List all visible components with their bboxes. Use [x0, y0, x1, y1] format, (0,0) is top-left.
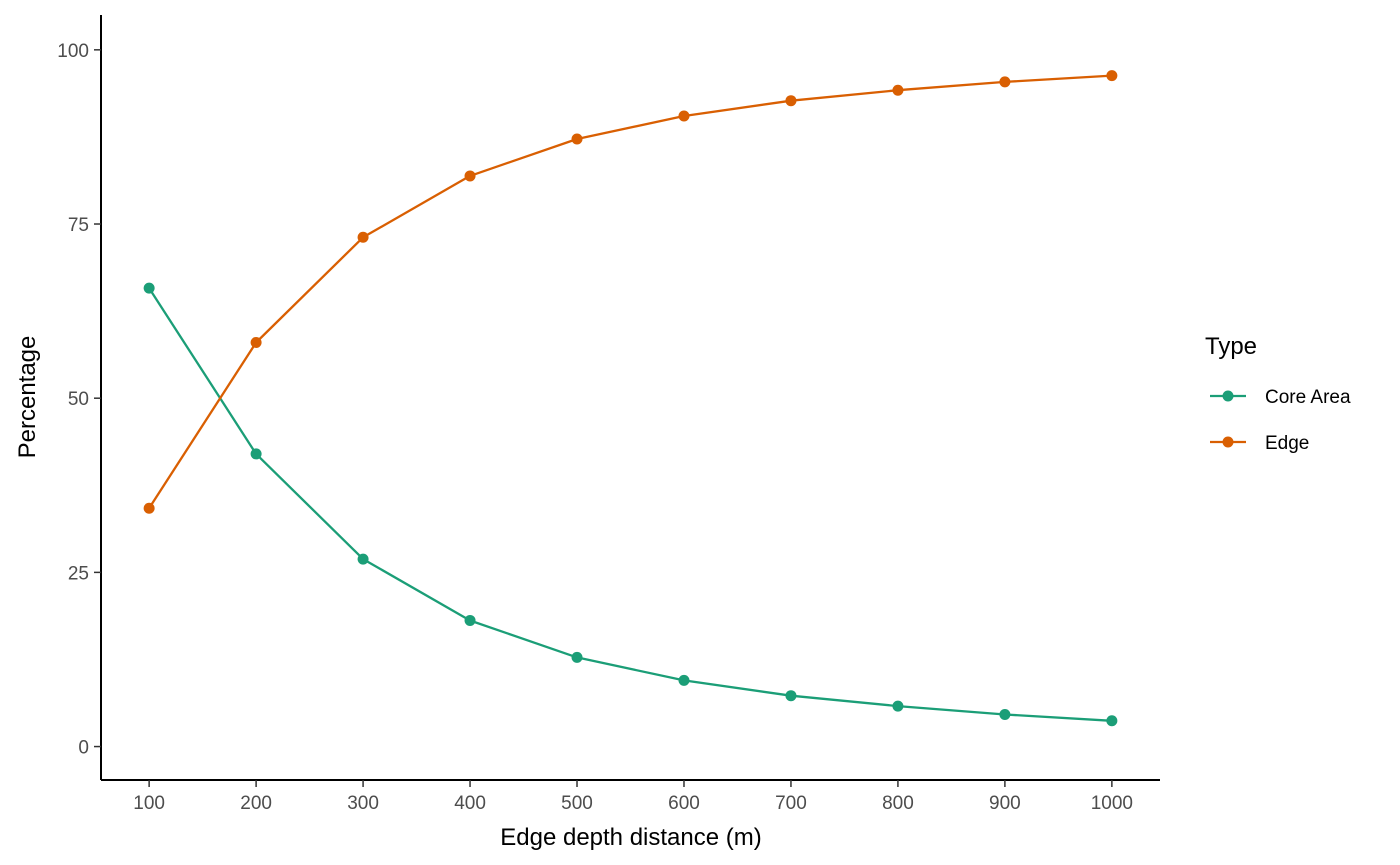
y-tick-label: 0	[78, 738, 89, 759]
legend-label: Core Area	[1265, 387, 1351, 408]
x-tick-label: 1000	[1091, 793, 1133, 814]
data-point-core-area	[1106, 715, 1118, 727]
data-point-edge	[571, 133, 583, 145]
x-tick-label: 800	[882, 793, 914, 814]
legend-label: Edge	[1265, 433, 1309, 454]
series-line-core-area	[148, 287, 1112, 722]
axes	[100, 15, 1160, 781]
legend: Type Core Area Edge	[1205, 333, 1351, 454]
legend-item-edge: Edge	[1210, 433, 1309, 454]
data-point-core-area	[464, 614, 476, 626]
y-tick-label: 100	[57, 41, 89, 62]
y-tick-label: 75	[68, 215, 89, 236]
x-tick-label: 500	[561, 793, 593, 814]
legend-item-core-area: Core Area	[1210, 387, 1351, 408]
x-tick-label: 900	[989, 793, 1021, 814]
data-point-core-area	[678, 674, 690, 686]
data-point-core-area	[571, 651, 583, 663]
x-tick-label: 400	[454, 793, 486, 814]
data-point-core-area	[250, 448, 262, 460]
x-tick-label: 200	[240, 793, 272, 814]
plot-area	[143, 70, 1118, 727]
y-tick-label: 25	[68, 563, 89, 584]
series-line-edge	[148, 74, 1112, 509]
data-point-core-area	[357, 553, 369, 565]
x-tick-label: 600	[668, 793, 700, 814]
data-point-core-area	[143, 282, 155, 294]
x-tick-label: 300	[347, 793, 379, 814]
x-ticks: 100 200 300 400 500 600 700 800 900 1000	[133, 780, 1133, 814]
data-point-edge	[250, 336, 262, 348]
y-tick-label: 50	[68, 389, 89, 410]
y-ticks: 0 25 50 75 100	[57, 41, 101, 759]
y-axis-title: Percentage	[14, 336, 41, 459]
legend-key-point	[1222, 390, 1234, 402]
legend-key-point	[1222, 436, 1234, 448]
data-point-edge	[892, 84, 904, 96]
data-point-edge	[678, 110, 690, 122]
data-point-core-area	[999, 709, 1011, 721]
data-point-edge	[785, 95, 797, 107]
x-tick-label: 700	[775, 793, 807, 814]
data-point-edge	[464, 170, 476, 182]
x-tick-label: 100	[133, 793, 165, 814]
data-point-core-area	[785, 690, 797, 702]
data-point-edge	[143, 502, 155, 514]
x-axis-title: Edge depth distance (m)	[500, 824, 761, 851]
data-point-edge	[357, 231, 369, 243]
legend-title: Type	[1205, 333, 1257, 360]
data-point-core-area	[892, 700, 904, 712]
data-point-edge	[999, 76, 1011, 88]
data-point-edge	[1106, 70, 1118, 82]
